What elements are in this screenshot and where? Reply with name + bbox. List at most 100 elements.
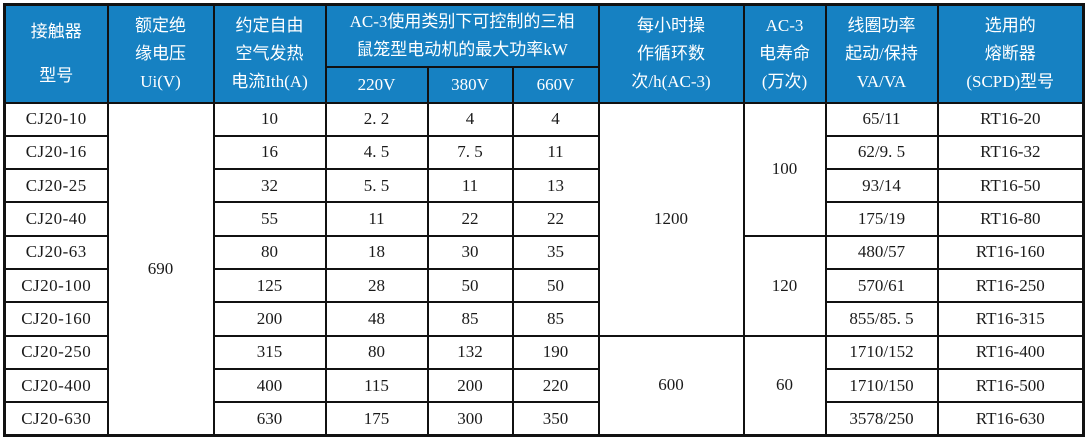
- cell-power-380v: 4: [426, 101, 514, 137]
- cell-coil-power: 1710/150: [824, 367, 939, 404]
- table-row: CJ20-10 690 10 2. 2 4 4 1200 100 65/11 R…: [3, 101, 1085, 437]
- cell-power-220v: 48: [324, 301, 429, 337]
- header-thermal-current: 约定自由 空气发热 电流Ith(A): [212, 3, 327, 104]
- table-row: CJ20-16 16 4. 5 7. 5 11 62/9. 5 RT16-32: [3, 134, 1085, 171]
- header-operating-cycles: 每小时操 作循环数 次/h(AC-3): [597, 3, 745, 104]
- cell-power-660v: 4: [511, 101, 600, 137]
- cell-coil-power: 855/85. 5: [824, 301, 939, 337]
- cell-power-220v: 18: [324, 234, 429, 270]
- header-220v: 220V: [324, 65, 429, 104]
- cell-power-380v: 30: [426, 234, 514, 270]
- cell-ith: 315: [212, 334, 327, 370]
- table-row: CJ20-63 80 18 30 35 120 480/57 RT16-160: [3, 234, 1085, 337]
- cell-power-380v: 7. 5: [426, 134, 514, 171]
- cell-model: CJ20-25: [3, 168, 109, 204]
- cell-coil-power: 65/11: [824, 101, 939, 137]
- cell-power-220v: 11: [324, 201, 429, 237]
- header-fuse-type: 选用的 熔断器 (SCPD)型号: [936, 3, 1085, 104]
- header-660v: 660V: [511, 65, 600, 104]
- cell-fuse: RT16-32: [936, 134, 1085, 171]
- cell-model: CJ20-40: [3, 201, 109, 237]
- cell-ith: 32: [212, 168, 327, 204]
- cell-life-merged: 60: [742, 334, 827, 437]
- cell-model: CJ20-160: [3, 301, 109, 337]
- cell-life-merged: 100: [742, 101, 827, 237]
- cell-fuse: RT16-630: [936, 401, 1085, 437]
- cell-power-380v: 300: [426, 401, 514, 437]
- cell-ith: 10: [212, 101, 327, 137]
- cell-fuse: RT16-20: [936, 101, 1085, 137]
- cell-model: CJ20-63: [3, 234, 109, 270]
- cell-power-660v: 22: [511, 201, 600, 237]
- cell-power-220v: 5. 5: [324, 168, 429, 204]
- cell-cycles-merged: 600: [597, 334, 745, 437]
- cell-power-660v: 85: [511, 301, 600, 337]
- table-row: CJ20-100 125 28 50 50 570/61 RT16-250: [3, 267, 1085, 304]
- header-ac3-max-power-group: AC-3使用类别下可控制的三相 鼠笼型电动机的最大功率kW: [324, 3, 600, 68]
- cell-fuse: RT16-160: [936, 234, 1085, 270]
- cell-ith: 630: [212, 401, 327, 437]
- cell-fuse: RT16-80: [936, 201, 1085, 237]
- cell-coil-power: 93/14: [824, 168, 939, 204]
- cell-power-660v: 220: [511, 367, 600, 404]
- cell-ith: 125: [212, 267, 327, 304]
- header-electrical-life: AC-3 电寿命 (万次): [742, 3, 827, 104]
- header-380v: 380V: [426, 65, 514, 104]
- cell-model: CJ20-400: [3, 367, 109, 404]
- header-contactor-model: 接触器 型号: [3, 3, 109, 104]
- cell-power-380v: 50: [426, 267, 514, 304]
- cell-model: CJ20-16: [3, 134, 109, 171]
- cell-fuse: RT16-50: [936, 168, 1085, 204]
- cell-power-380v: 22: [426, 201, 514, 237]
- cell-power-660v: 350: [511, 401, 600, 437]
- cell-power-660v: 13: [511, 168, 600, 204]
- cell-power-380v: 85: [426, 301, 514, 337]
- cell-power-380v: 200: [426, 367, 514, 404]
- cell-coil-power: 1710/152: [824, 334, 939, 370]
- table-row: CJ20-160 200 48 85 85 855/85. 5 RT16-315: [3, 301, 1085, 337]
- cell-coil-power: 3578/250: [824, 401, 939, 437]
- cell-model: CJ20-100: [3, 267, 109, 304]
- table-header: 接触器 型号 额定绝 缘电压 Ui(V) 约定自由 空气发热 电流Ith(A) …: [3, 3, 1085, 104]
- cell-power-380v: 11: [426, 168, 514, 204]
- cell-ith: 16: [212, 134, 327, 171]
- cell-life-merged: 120: [742, 234, 827, 337]
- cell-ith: 400: [212, 367, 327, 404]
- cell-power-220v: 80: [324, 334, 429, 370]
- cell-model: CJ20-250: [3, 334, 109, 370]
- cell-fuse: RT16-400: [936, 334, 1085, 370]
- cell-power-220v: 115: [324, 367, 429, 404]
- cell-fuse: RT16-250: [936, 267, 1085, 304]
- table-row: CJ20-40 55 11 22 22 175/19 RT16-80: [3, 201, 1085, 237]
- cell-power-380v: 132: [426, 334, 514, 370]
- cell-power-660v: 190: [511, 334, 600, 370]
- cell-power-660v: 11: [511, 134, 600, 171]
- cell-power-220v: 175: [324, 401, 429, 437]
- cell-power-220v: 28: [324, 267, 429, 304]
- table-row: CJ20-400 400 115 200 220 1710/150 RT16-5…: [3, 367, 1085, 404]
- cell-fuse: RT16-315: [936, 301, 1085, 337]
- cell-power-660v: 50: [511, 267, 600, 304]
- table-body: CJ20-10 690 10 2. 2 4 4 1200 100 65/11 R…: [3, 101, 1085, 437]
- table-row: CJ20-250 315 80 132 190 600 60 1710/152 …: [3, 334, 1085, 437]
- contactor-spec-table: 接触器 型号 额定绝 缘电压 Ui(V) 约定自由 空气发热 电流Ith(A) …: [3, 3, 1085, 437]
- cell-cycles-merged: 1200: [597, 101, 745, 337]
- cell-power-220v: 4. 5: [324, 134, 429, 171]
- cell-ith: 80: [212, 234, 327, 270]
- cell-model: CJ20-10: [3, 101, 109, 137]
- cell-coil-power: 570/61: [824, 267, 939, 304]
- header-insulation-voltage: 额定绝 缘电压 Ui(V): [106, 3, 215, 104]
- cell-ith: 200: [212, 301, 327, 337]
- cell-model: CJ20-630: [3, 401, 109, 437]
- table-row: CJ20-25 32 5. 5 11 13 93/14 RT16-50: [3, 168, 1085, 204]
- cell-coil-power: 480/57: [824, 234, 939, 270]
- table-row: CJ20-630 630 175 300 350 3578/250 RT16-6…: [3, 401, 1085, 437]
- cell-ith: 55: [212, 201, 327, 237]
- cell-fuse: RT16-500: [936, 367, 1085, 404]
- cell-power-220v: 2. 2: [324, 101, 429, 137]
- header-coil-power: 线圈功率 起动/保持 VA/VA: [824, 3, 939, 104]
- cell-coil-power: 175/19: [824, 201, 939, 237]
- cell-power-660v: 35: [511, 234, 600, 270]
- cell-coil-power: 62/9. 5: [824, 134, 939, 171]
